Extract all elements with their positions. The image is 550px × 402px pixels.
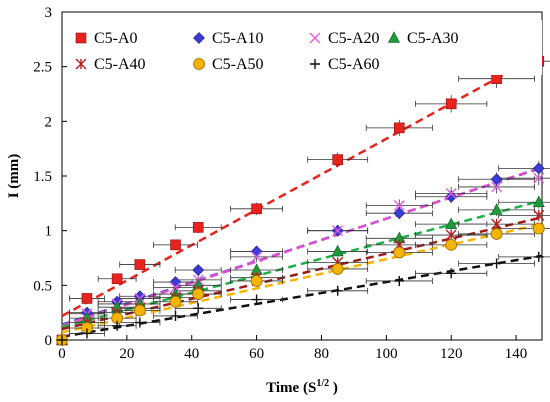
legend-item-c5-a20: C5-A20 — [309, 30, 380, 47]
legend-label: C5-A0 — [94, 30, 138, 47]
legend-marker — [309, 32, 321, 44]
y-tick-label: 2 — [45, 114, 53, 130]
point-c5-a30 — [445, 217, 458, 229]
point-c5-a50 — [169, 295, 182, 308]
x-tick-label: 40 — [184, 346, 199, 362]
point-c5-a10 — [445, 190, 458, 203]
point-c5-a30 — [331, 244, 344, 257]
point-c5-a20 — [393, 200, 405, 212]
point-c5-a50 — [393, 246, 406, 259]
x-tick-label: 20 — [119, 346, 134, 362]
point-c5-a50 — [490, 228, 503, 240]
point-c5-a0 — [445, 98, 457, 110]
point-c5-a60 — [112, 320, 123, 331]
point-c5-a40 — [533, 209, 545, 221]
point-c5-a60 — [170, 310, 181, 321]
legend-label: C5-A60 — [328, 56, 380, 73]
legend-label: C5-A10 — [212, 30, 264, 47]
x-tick-label: 100 — [375, 346, 398, 362]
point-c5-a10 — [532, 162, 545, 175]
point-c5-a50 — [532, 222, 545, 235]
legend-item-c5-a30: C5-A30 — [388, 30, 459, 47]
y-tick-label: 1.5 — [33, 169, 52, 185]
point-c5-a0 — [170, 239, 181, 251]
point-c5-a10 — [490, 173, 503, 186]
x-axis-title: Time (S1/2 ) — [266, 378, 338, 396]
point-c5-a40 — [445, 229, 457, 241]
legend-box — [70, 20, 542, 75]
point-c5-a50 — [331, 263, 344, 275]
point-c5-a50 — [250, 275, 263, 287]
point-c5-a20 — [332, 225, 344, 237]
point-c5-a0 — [134, 259, 146, 270]
x-axis-title-sup: 1/2 — [316, 378, 329, 389]
point-c5-a60 — [134, 317, 145, 328]
point-c5-a60 — [491, 258, 502, 269]
point-c5-a0 — [332, 154, 343, 165]
y-tick-label: 0 — [45, 333, 53, 349]
trendline-c5-a50 — [61, 222, 543, 334]
point-c5-a20 — [445, 187, 457, 199]
legend-marker — [388, 31, 400, 43]
x-tick-label: 0 — [58, 346, 66, 362]
point-c5-a20 — [491, 181, 503, 193]
legend-item-c5-a0: C5-A0 — [75, 30, 138, 47]
legend-item-c5-a50: C5-A50 — [193, 56, 264, 73]
axes: 0 20 40 60 80 100 120 140 0 0.5 1 1.5 2 2.5 3 — [33, 5, 527, 362]
point-c5-a60 — [332, 285, 343, 296]
legend-label: C5-A20 — [328, 30, 380, 47]
legend-label: C5-A50 — [212, 56, 264, 73]
x-tick-label: 60 — [249, 346, 264, 362]
y-axis-title: I (mm) — [6, 154, 22, 199]
point-c5-a60 — [81, 328, 92, 339]
point-c5-a30 — [532, 195, 545, 208]
legend-item-c5-a40: C5-A40 — [75, 56, 146, 73]
legend-item-c5-a60: C5-A60 — [310, 56, 380, 73]
point-c5-a60 — [251, 294, 262, 305]
point-c5-a0 — [393, 122, 405, 134]
point-c5-a20 — [251, 251, 263, 263]
legend-label: C5-A30 — [407, 30, 459, 47]
point-c5-a10 — [250, 245, 263, 258]
y-tick-label: 1 — [45, 224, 53, 240]
x-tick-label: 80 — [314, 346, 329, 362]
point-c5-a20 — [533, 172, 545, 184]
point-c5-a0 — [111, 273, 123, 285]
point-c5-a50 — [192, 288, 205, 300]
y-tick-label: 2.5 — [33, 60, 52, 76]
point-c5-a0 — [192, 222, 204, 233]
point-c5-a0 — [81, 293, 93, 304]
x-tick-label: 120 — [440, 346, 463, 362]
x-axis-title-main: Time (S — [266, 380, 316, 396]
point-c5-a60 — [533, 251, 544, 262]
legend-marker — [75, 58, 87, 70]
legend: C5-A0 C5-A10 C5-A20 C5-A30 C5-A40 C5-A50 C5-A6… — [70, 20, 542, 75]
point-c5-a0 — [491, 73, 502, 84]
data-markers — [56, 55, 545, 346]
point-c5-a60 — [193, 303, 204, 314]
point-c5-a60 — [446, 268, 457, 279]
y-tick-label: 3 — [45, 5, 53, 21]
point-c5-a10 — [393, 207, 406, 220]
y-tick-label: 0.5 — [33, 278, 52, 294]
legend-marker — [310, 59, 320, 69]
legend-item-c5-a10: C5-A10 — [193, 30, 264, 47]
x-axis-title-close: ) — [329, 380, 338, 396]
point-c5-a50 — [445, 238, 458, 251]
point-c5-a10 — [192, 264, 205, 276]
legend-marker — [193, 58, 205, 70]
point-c5-a40 — [491, 218, 503, 230]
trendlines — [61, 52, 543, 338]
point-c5-a30 — [490, 203, 503, 215]
legend-label: C5-A40 — [94, 56, 146, 73]
trendline-c5-a0 — [61, 52, 543, 318]
x-tick-label: 140 — [505, 346, 528, 362]
trendline-c5-a60 — [61, 254, 543, 338]
legend-marker — [75, 32, 87, 44]
point-c5-a50 — [133, 304, 146, 317]
point-c5-a0 — [251, 203, 262, 215]
point-c5-a60 — [394, 275, 405, 286]
legend-marker — [193, 32, 205, 44]
